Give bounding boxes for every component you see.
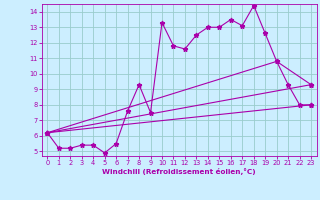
X-axis label: Windchill (Refroidissement éolien,°C): Windchill (Refroidissement éolien,°C) — [102, 168, 256, 175]
